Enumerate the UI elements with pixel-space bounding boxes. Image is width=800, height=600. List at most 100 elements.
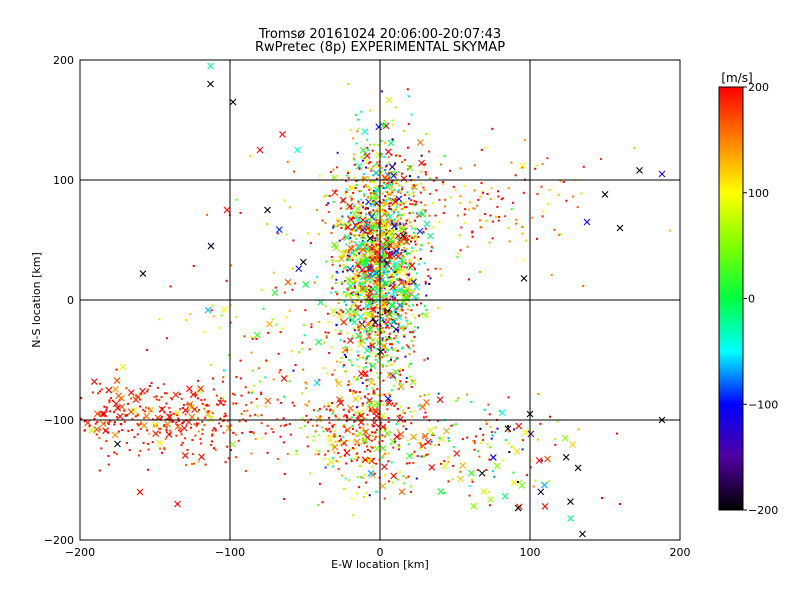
- data-point: [554, 438, 557, 441]
- data-point: [357, 328, 360, 331]
- data-point: [391, 123, 394, 126]
- data-point: [372, 389, 375, 392]
- data-point: [345, 208, 348, 211]
- data-point: [374, 216, 377, 219]
- data-point: [385, 365, 388, 368]
- data-point: [407, 283, 410, 286]
- data-point: [371, 236, 374, 239]
- y-tick-label: −100: [44, 414, 74, 427]
- data-point: [395, 423, 398, 426]
- data-point: [346, 332, 349, 335]
- data-point-cross: [406, 164, 414, 172]
- data-point: [330, 277, 333, 280]
- data-point: [409, 203, 412, 206]
- data-point-cross: [421, 432, 429, 440]
- data-point: [165, 402, 168, 405]
- data-point: [207, 404, 210, 407]
- data-point-cross: [387, 139, 395, 147]
- data-point: [169, 411, 172, 414]
- data-point: [353, 228, 356, 231]
- data-point: [562, 181, 565, 184]
- data-point: [353, 457, 356, 460]
- data-point: [357, 200, 360, 203]
- data-point-cross: [396, 286, 404, 294]
- data-point: [356, 459, 359, 462]
- data-point: [365, 388, 368, 391]
- data-point: [332, 409, 335, 412]
- data-point: [399, 223, 402, 226]
- data-point: [394, 208, 397, 211]
- data-point: [306, 436, 309, 439]
- data-point-cross: [371, 406, 379, 414]
- data-point: [381, 169, 384, 172]
- data-point: [384, 165, 387, 168]
- data-point: [404, 355, 407, 358]
- data-point: [283, 424, 286, 427]
- data-point: [487, 403, 490, 406]
- data-point-cross: [601, 191, 609, 198]
- data-point: [150, 409, 153, 412]
- data-point-cross: [399, 232, 407, 240]
- data-point: [317, 453, 320, 456]
- data-point: [536, 192, 539, 195]
- data-point: [335, 460, 338, 463]
- data-point: [342, 280, 345, 283]
- data-point: [393, 404, 396, 407]
- data-point-cross: [658, 170, 666, 178]
- data-point: [460, 226, 463, 229]
- data-point: [339, 308, 342, 311]
- data-point: [315, 275, 318, 278]
- data-point: [360, 236, 363, 239]
- data-point-cross: [387, 235, 395, 243]
- data-point-cross: [467, 469, 475, 477]
- data-point: [471, 231, 474, 234]
- data-point: [365, 385, 368, 388]
- data-point-cross: [388, 301, 396, 309]
- data-point: [401, 254, 404, 257]
- data-point: [408, 347, 411, 350]
- data-point: [364, 229, 367, 232]
- data-point: [500, 198, 503, 201]
- data-point: [124, 413, 127, 416]
- data-point: [385, 283, 388, 286]
- data-point: [172, 420, 175, 423]
- data-point-cross: [116, 412, 124, 420]
- data-point: [365, 218, 368, 221]
- data-point: [164, 392, 167, 395]
- data-point: [252, 384, 255, 387]
- data-point: [382, 251, 385, 254]
- data-point: [377, 435, 380, 438]
- data-point: [235, 402, 238, 405]
- data-point: [177, 419, 180, 422]
- data-point: [396, 201, 399, 204]
- data-point-cross: [139, 270, 147, 277]
- data-point-cross: [294, 146, 301, 154]
- data-point: [439, 163, 442, 166]
- data-point: [373, 250, 376, 253]
- data-point: [179, 430, 182, 433]
- data-point-cross: [399, 225, 407, 233]
- data-point: [392, 294, 395, 297]
- data-point: [260, 288, 263, 291]
- data-point: [405, 462, 408, 465]
- data-point: [226, 419, 229, 422]
- data-point-cross: [147, 406, 155, 414]
- data-point: [432, 226, 435, 229]
- data-point: [332, 465, 335, 468]
- data-point: [374, 239, 377, 242]
- data-point: [532, 485, 535, 488]
- data-point: [177, 429, 180, 432]
- data-point: [385, 241, 388, 244]
- data-point: [362, 222, 365, 225]
- data-point: [321, 219, 324, 222]
- data-point: [282, 441, 285, 444]
- data-point: [448, 169, 451, 172]
- data-point: [391, 240, 394, 243]
- data-point: [143, 410, 146, 413]
- data-point: [384, 294, 387, 297]
- data-point: [402, 475, 405, 478]
- data-point: [451, 478, 454, 481]
- data-point: [379, 171, 382, 174]
- data-point: [399, 373, 402, 376]
